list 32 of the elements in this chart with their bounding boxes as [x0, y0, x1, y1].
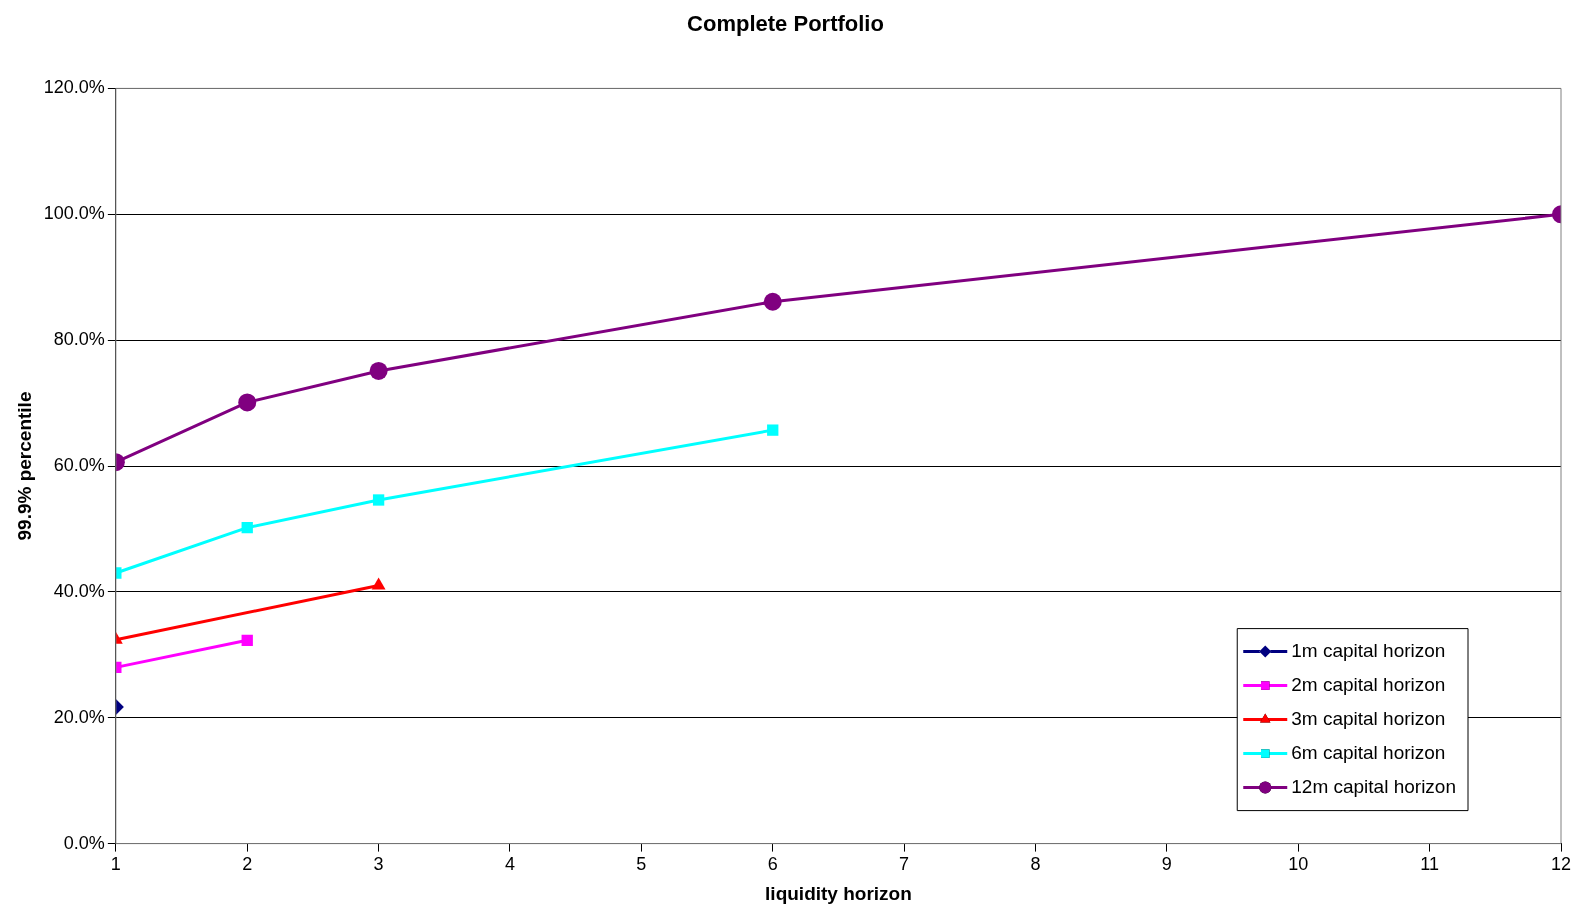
chart-title: Complete Portfolio: [687, 11, 884, 37]
y-axis-title: 99.9% percentile: [13, 391, 35, 541]
x-tick-label: 11: [1420, 854, 1439, 875]
y-tick-label: 40.0%: [53, 580, 105, 601]
x-tick-label: 3: [373, 854, 384, 875]
legend-label: 12m capital horizon: [1291, 775, 1457, 797]
x-axis-title: liquidity horizon: [765, 882, 912, 904]
y-tick-label: 120.0%: [43, 77, 105, 98]
x-tick-label: 10: [1288, 854, 1309, 875]
point: [372, 494, 385, 506]
point: [238, 393, 257, 412]
legend-label: 1m capital horizon: [1291, 639, 1446, 661]
y-tick-label: 80.0%: [53, 329, 105, 350]
point: [767, 424, 779, 436]
x-tick-label: 12: [1550, 854, 1572, 875]
x-tick-label: 1: [110, 854, 121, 875]
legend-label: 3m capital horizon: [1291, 707, 1446, 729]
x-tick-label: 6: [767, 854, 778, 875]
y-tick-label: 60.0%: [53, 454, 105, 475]
legend-label: 2m capital horizon: [1291, 673, 1446, 695]
x-tick-label: 9: [1161, 854, 1172, 875]
point: [763, 292, 782, 311]
x-tick-label: 7: [899, 854, 910, 875]
x-tick-label: 2: [242, 854, 253, 875]
x-tick-label: 5: [636, 854, 647, 875]
y-tick-label: 0.0%: [63, 832, 105, 853]
y-tick-label: 100.0%: [43, 203, 105, 224]
y-tick-label: 20.0%: [53, 706, 105, 727]
point: [369, 361, 388, 380]
x-tick-label: 8: [1030, 854, 1041, 875]
legend-label: 6m capital horizon: [1291, 741, 1446, 763]
x-tick-label: 4: [504, 854, 515, 875]
